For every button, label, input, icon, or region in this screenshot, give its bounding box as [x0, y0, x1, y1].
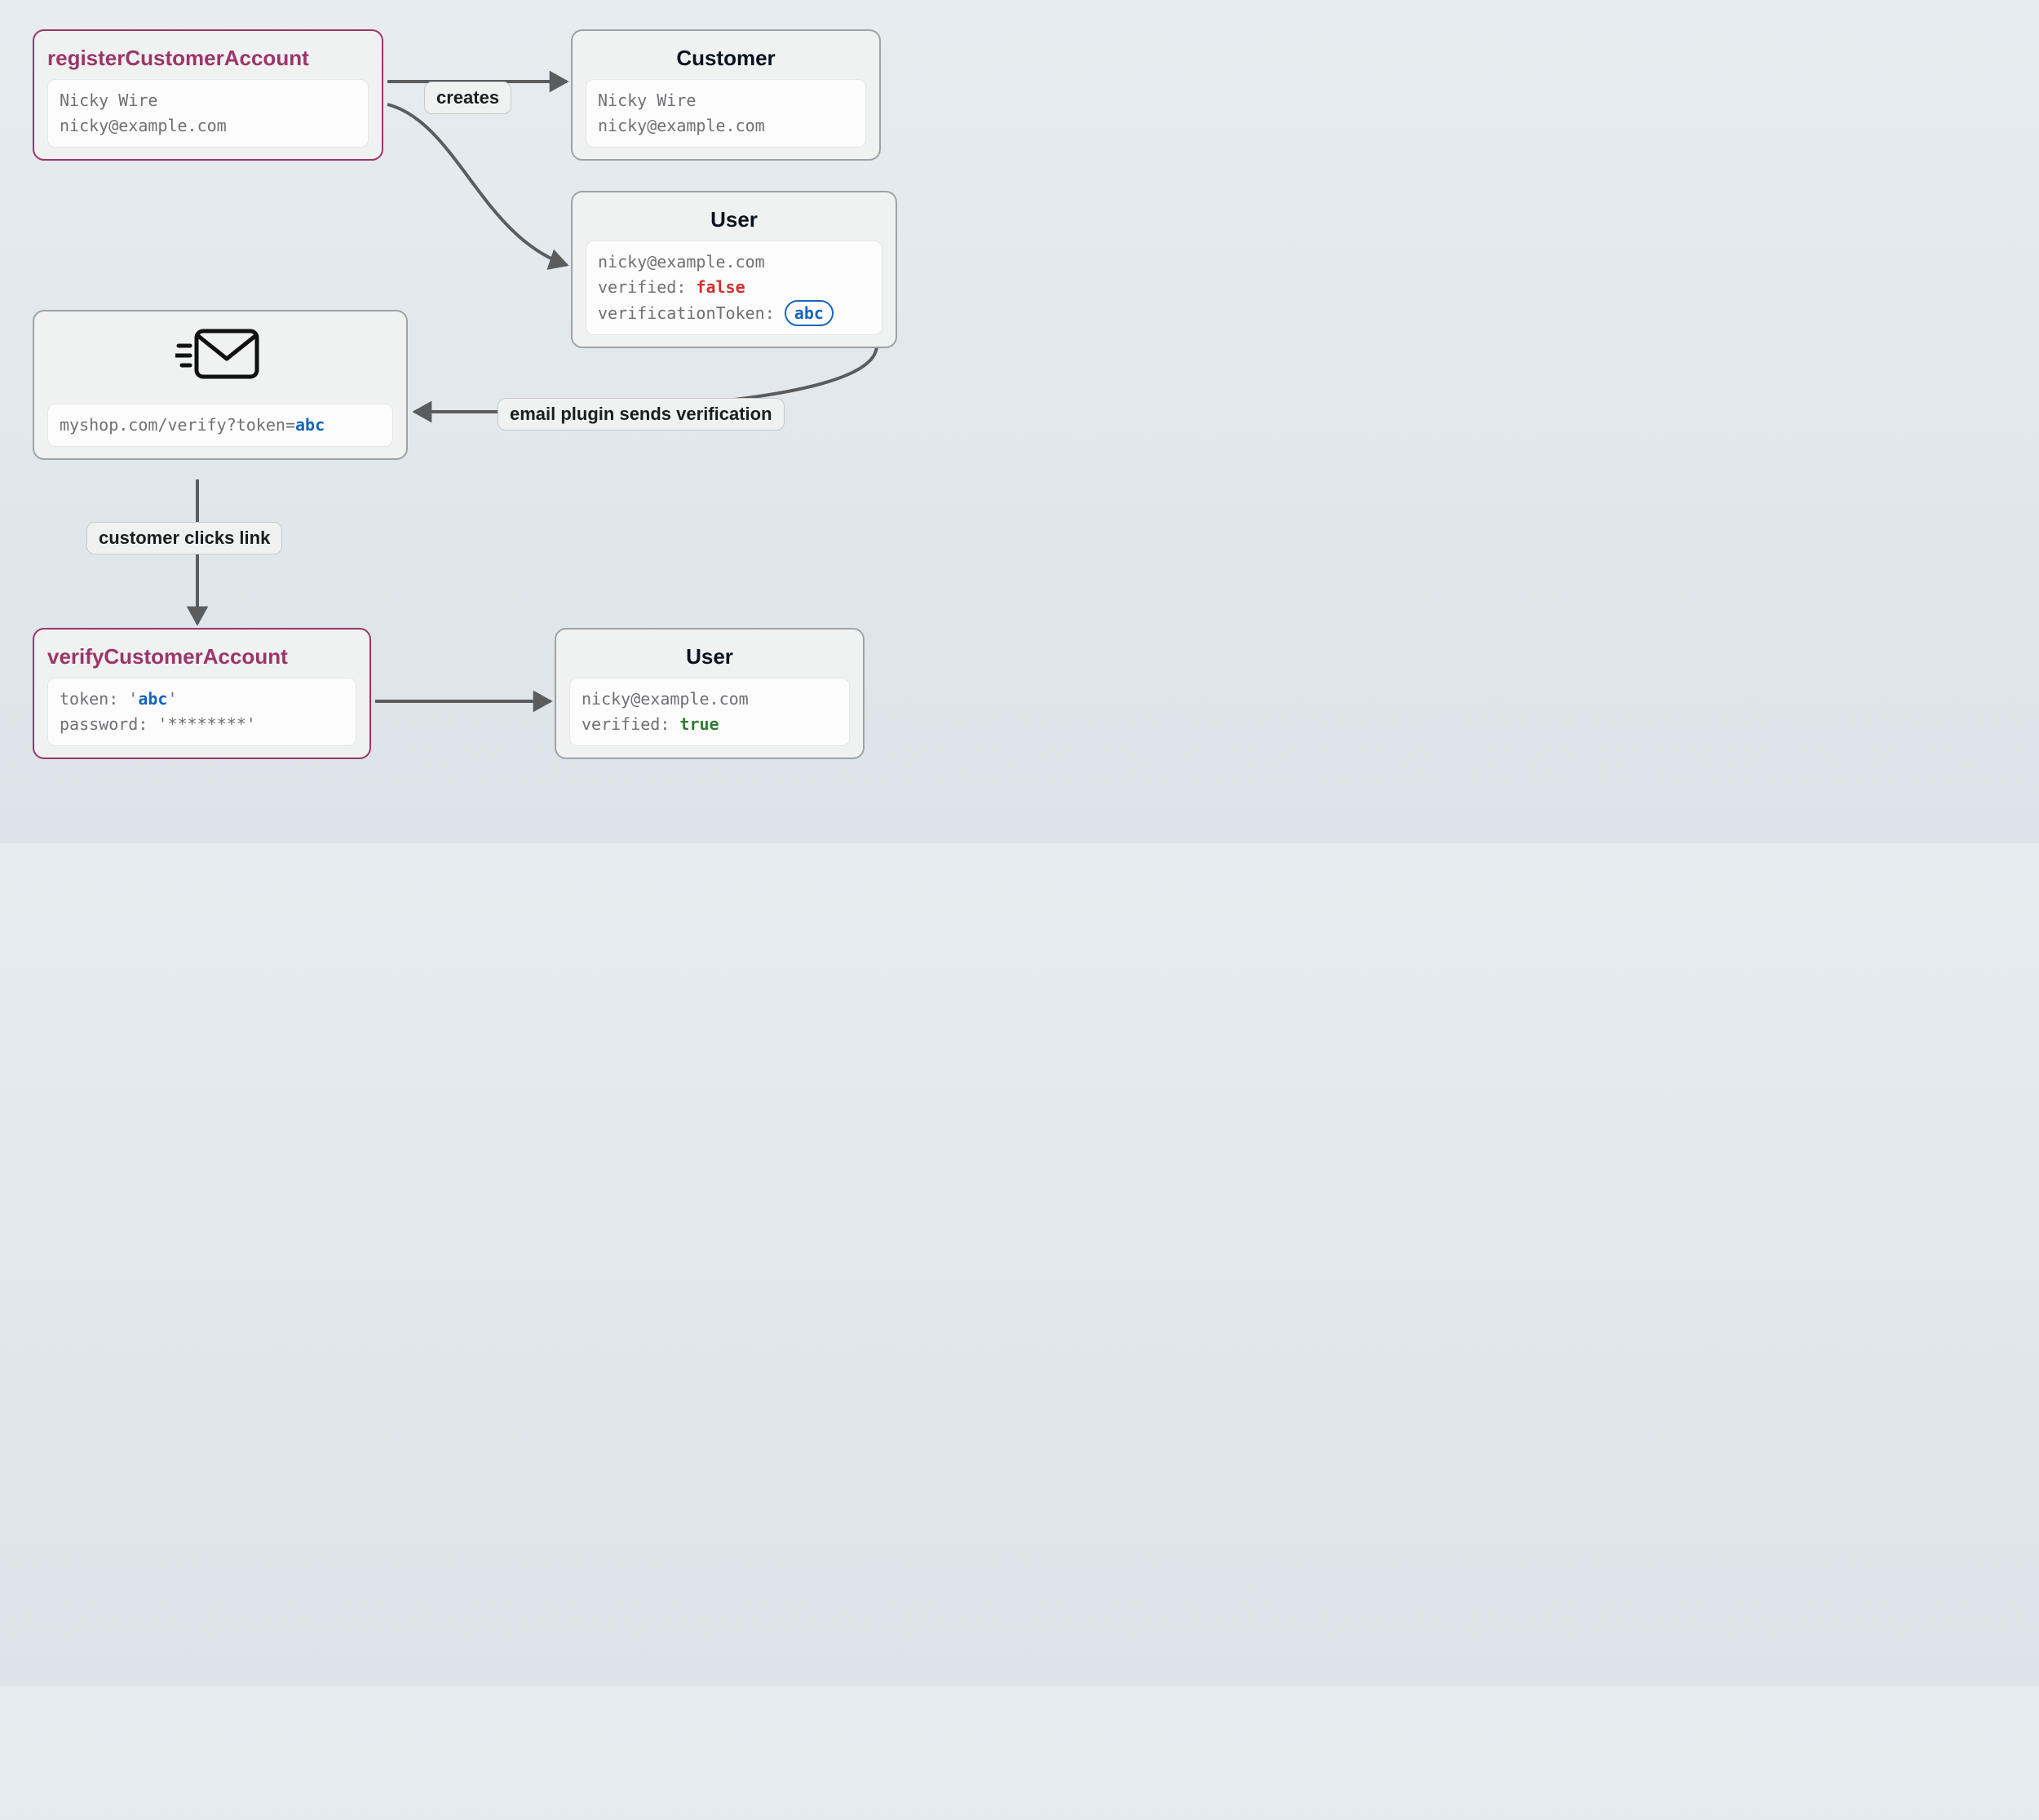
verify-token-val: abc: [138, 689, 167, 709]
verify-card: verifyCustomerAccount token: 'abc' passw…: [33, 628, 371, 759]
user-unverified-card: User nicky@example.com verified: false v…: [571, 191, 897, 348]
verify-line1: token: 'abc': [60, 687, 344, 712]
user1-line1: nicky@example.com: [598, 250, 870, 275]
verify-title: verifyCustomerAccount: [47, 644, 356, 669]
email-card: myshop.com/verify?token=abc: [33, 310, 408, 460]
user1-line3: verificationToken: abc: [598, 300, 870, 326]
email-url-prefix: myshop.com/verify?token=: [60, 415, 295, 435]
email-url-token: abc: [295, 415, 325, 435]
register-line2: nicky@example.com: [60, 113, 356, 139]
verify-line2: password: '********': [60, 712, 344, 737]
user1-token-key: verificationToken:: [598, 303, 775, 323]
user2-verified-key: verified:: [582, 714, 679, 734]
user-verified-card: User nicky@example.com verified: true: [555, 628, 865, 759]
verified-false: false: [696, 277, 745, 297]
customer-card: Customer Nicky Wire nicky@example.com: [571, 29, 881, 161]
user-verified-title: User: [569, 644, 850, 669]
arrow-register-user: [387, 104, 567, 265]
verified-true: true: [679, 714, 719, 734]
edge-label-creates: creates: [424, 82, 511, 114]
mail-icon: [175, 323, 265, 388]
verify-token-q1: ': [128, 689, 138, 709]
customer-line2: nicky@example.com: [598, 113, 854, 139]
verify-token-key: token:: [60, 689, 128, 709]
user-verified-body: nicky@example.com verified: true: [569, 678, 850, 746]
email-url: myshop.com/verify?token=abc: [47, 404, 393, 447]
verification-token: abc: [785, 300, 834, 326]
verify-body: token: 'abc' password: '********': [47, 678, 356, 746]
register-card: registerCustomerAccount Nicky Wire nicky…: [33, 29, 383, 161]
user2-line1: nicky@example.com: [582, 687, 838, 712]
verify-password-val: '********': [157, 714, 255, 734]
register-body: Nicky Wire nicky@example.com: [47, 79, 369, 148]
user1-line2: verified: false: [598, 275, 870, 300]
register-title: registerCustomerAccount: [47, 46, 369, 71]
register-line1: Nicky Wire: [60, 88, 356, 113]
edge-label-clicks: customer clicks link: [86, 522, 282, 554]
edge-label-email-sends: email plugin sends verification: [498, 398, 785, 431]
customer-title: Customer: [586, 46, 866, 71]
verify-password-key: password:: [60, 714, 157, 734]
verify-token-q2: ': [167, 689, 177, 709]
user-unverified-body: nicky@example.com verified: false verifi…: [586, 241, 882, 335]
user-unverified-title: User: [586, 207, 882, 232]
user2-line2: verified: true: [582, 712, 838, 737]
mail-icon-wrap: [47, 323, 393, 392]
customer-body: Nicky Wire nicky@example.com: [586, 79, 866, 148]
user1-verified-key: verified:: [598, 277, 696, 297]
customer-line1: Nicky Wire: [598, 88, 854, 113]
